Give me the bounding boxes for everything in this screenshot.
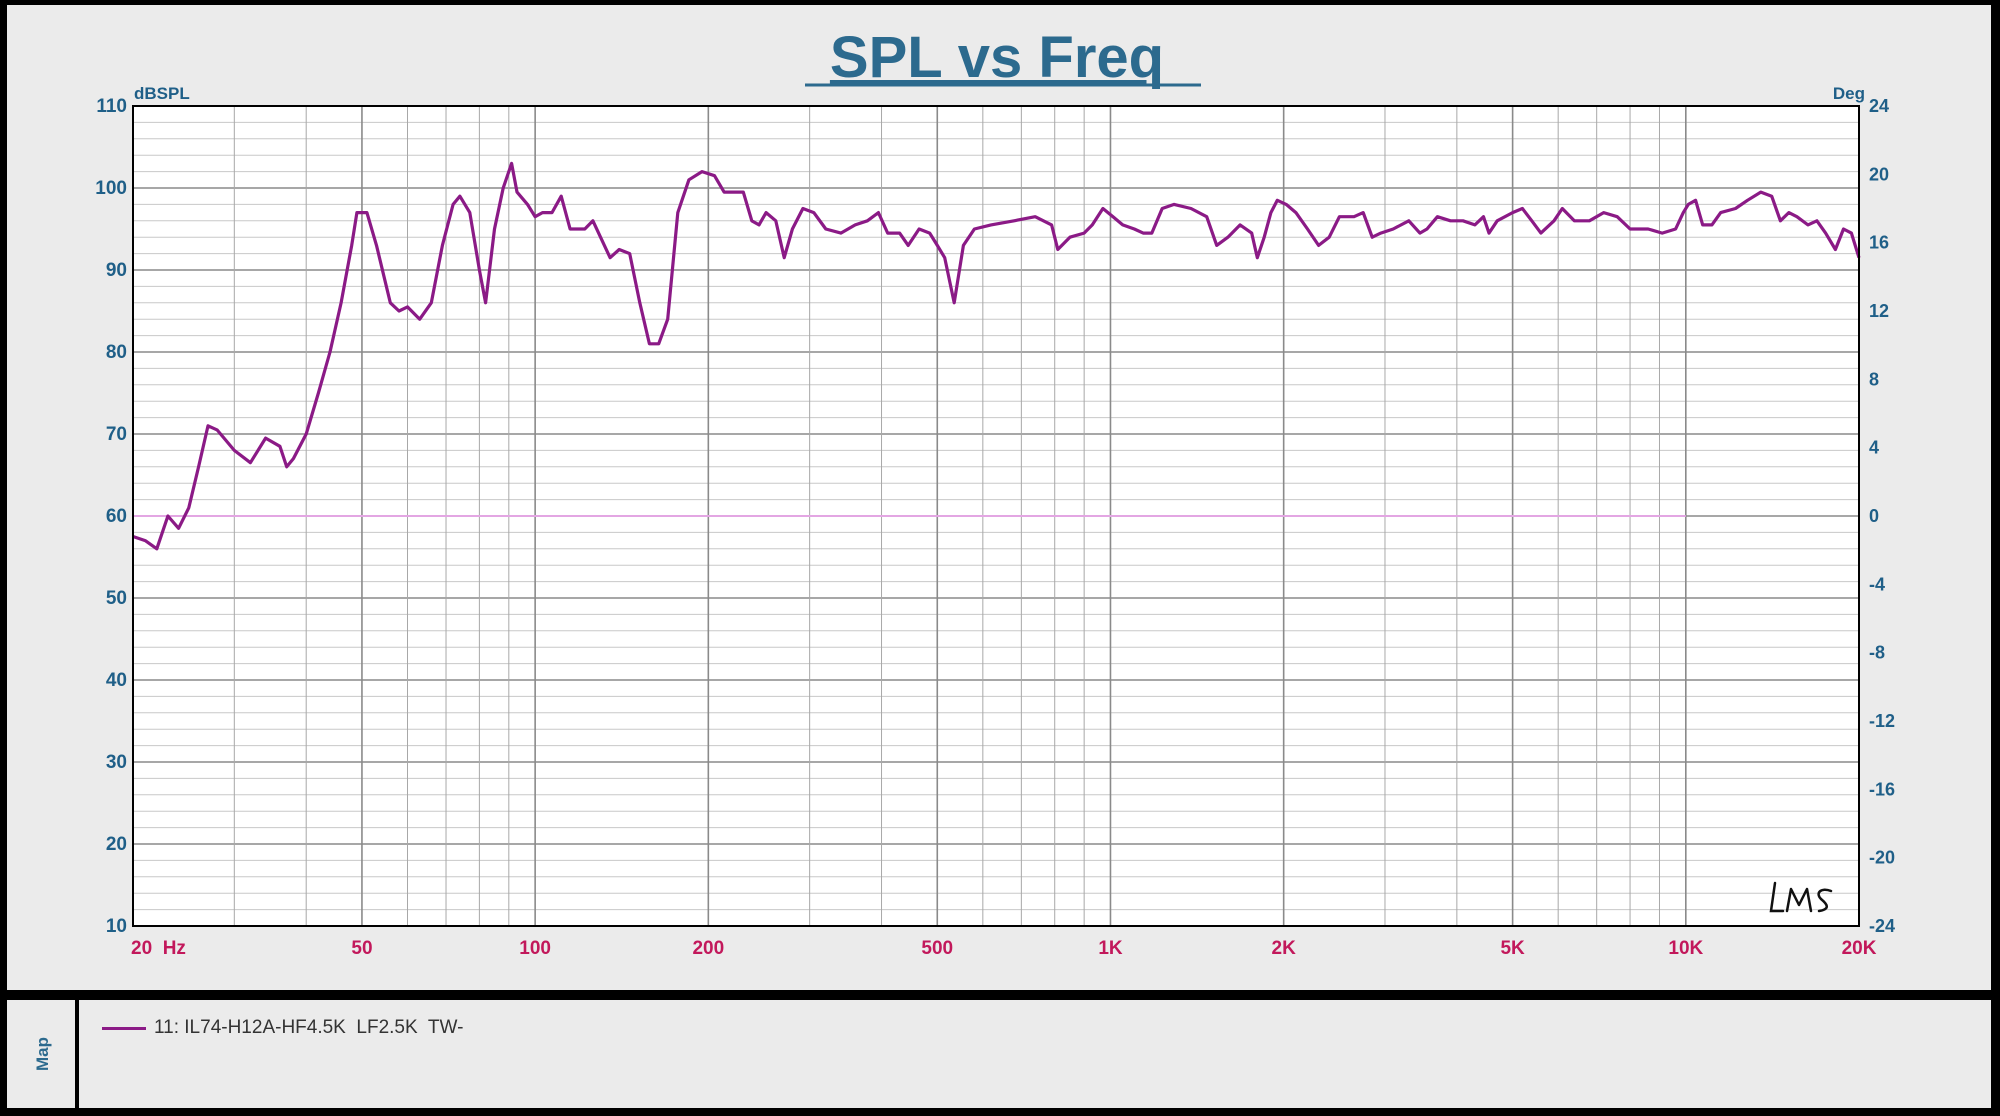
y2-tick-label: 8 <box>1869 369 1879 389</box>
map-tab[interactable]: Map <box>7 1000 79 1108</box>
x-tick-label: 50 <box>351 938 372 959</box>
y-tick-label: 30 <box>106 752 127 773</box>
y2-tick-label: 16 <box>1869 233 1889 253</box>
y-tick-label: 40 <box>106 670 127 691</box>
legend-entry[interactable]: 11: IL74-H12A-HF4.5K LF2.5K TW- <box>102 1014 463 1042</box>
y-tick-label: 10 <box>106 916 127 937</box>
x-tick-label: 200 <box>692 938 724 959</box>
chart-title: SPL vs Freq <box>830 25 1164 90</box>
legend-entry-label: 11: IL74-H12A-HF4.5K LF2.5K TW- <box>154 1017 464 1038</box>
y-axis-label: dBSPL <box>134 84 190 103</box>
y2-tick-label: -24 <box>1869 916 1895 936</box>
x-tick-label: 20K <box>1842 938 1877 959</box>
series-line-0 <box>132 161 1861 551</box>
x-tick-label: 10K <box>1668 938 1703 959</box>
grid <box>133 106 1859 926</box>
y2-tick-label: 0 <box>1869 506 1879 526</box>
x-tick-label: 100 <box>519 938 551 959</box>
series <box>132 161 1861 551</box>
y-tick-label: 100 <box>95 178 127 199</box>
chart-panel: 20 Hz 50 100 200 500 1K 2K 5K 10K 20K 10 20 30 40 50 6… <box>7 5 1991 990</box>
y-tick-label: 60 <box>106 506 127 527</box>
y2-tick-label: -4 <box>1869 574 1885 594</box>
y2-tick-label: 24 <box>1869 96 1889 116</box>
spl-chart: 20 Hz 50 100 200 500 1K 2K 5K 10K 20K 10203040506… <box>95 25 1895 959</box>
x-tick-label: 1K <box>1098 938 1123 959</box>
legend-panel: Map 11: IL74-H12A-HF4.5K LF2.5K TW- <box>7 1000 1991 1108</box>
y-tick-label: 110 <box>96 96 127 117</box>
x-axis-ticks: 20 Hz 50 100 200 500 1K 2K 5K 10K 20K <box>131 938 1877 959</box>
y-tick-label: 80 <box>106 342 127 363</box>
y-tick-label: 90 <box>106 260 127 281</box>
y2-tick-label: -16 <box>1869 779 1895 799</box>
y2-axis-label: Deg <box>1833 84 1865 103</box>
y2-tick-label: 20 <box>1869 164 1889 184</box>
plot-border <box>132 105 1860 927</box>
x-tick-label: 5K <box>1500 938 1525 959</box>
y-tick-label: 20 <box>106 834 127 855</box>
y2-tick-label: -20 <box>1869 848 1895 868</box>
y-axis-ticks: 10 20 30 40 50 60 70 80 90 100 110 <box>95 96 127 937</box>
legend-swatch <box>102 1026 146 1030</box>
y-tick-label: 50 <box>106 588 127 609</box>
x-tick-label: 500 <box>921 938 953 959</box>
y-tick-label: 70 <box>106 424 127 445</box>
map-tab-label: Map <box>33 1037 52 1071</box>
y2-axis-ticks: -24 -20 -16 -12 -8 -4 0 4 8 12 16 20 24 <box>1869 96 1895 936</box>
y2-tick-label: 12 <box>1869 301 1889 321</box>
y2-tick-label: -12 <box>1869 711 1895 731</box>
y2-tick-label: -8 <box>1869 643 1885 663</box>
x-tick-label: 2K <box>1272 938 1297 959</box>
x-tick-label: 20 Hz <box>131 938 186 959</box>
lms-logo <box>1769 881 1833 913</box>
y2-tick-label: 4 <box>1869 438 1879 458</box>
